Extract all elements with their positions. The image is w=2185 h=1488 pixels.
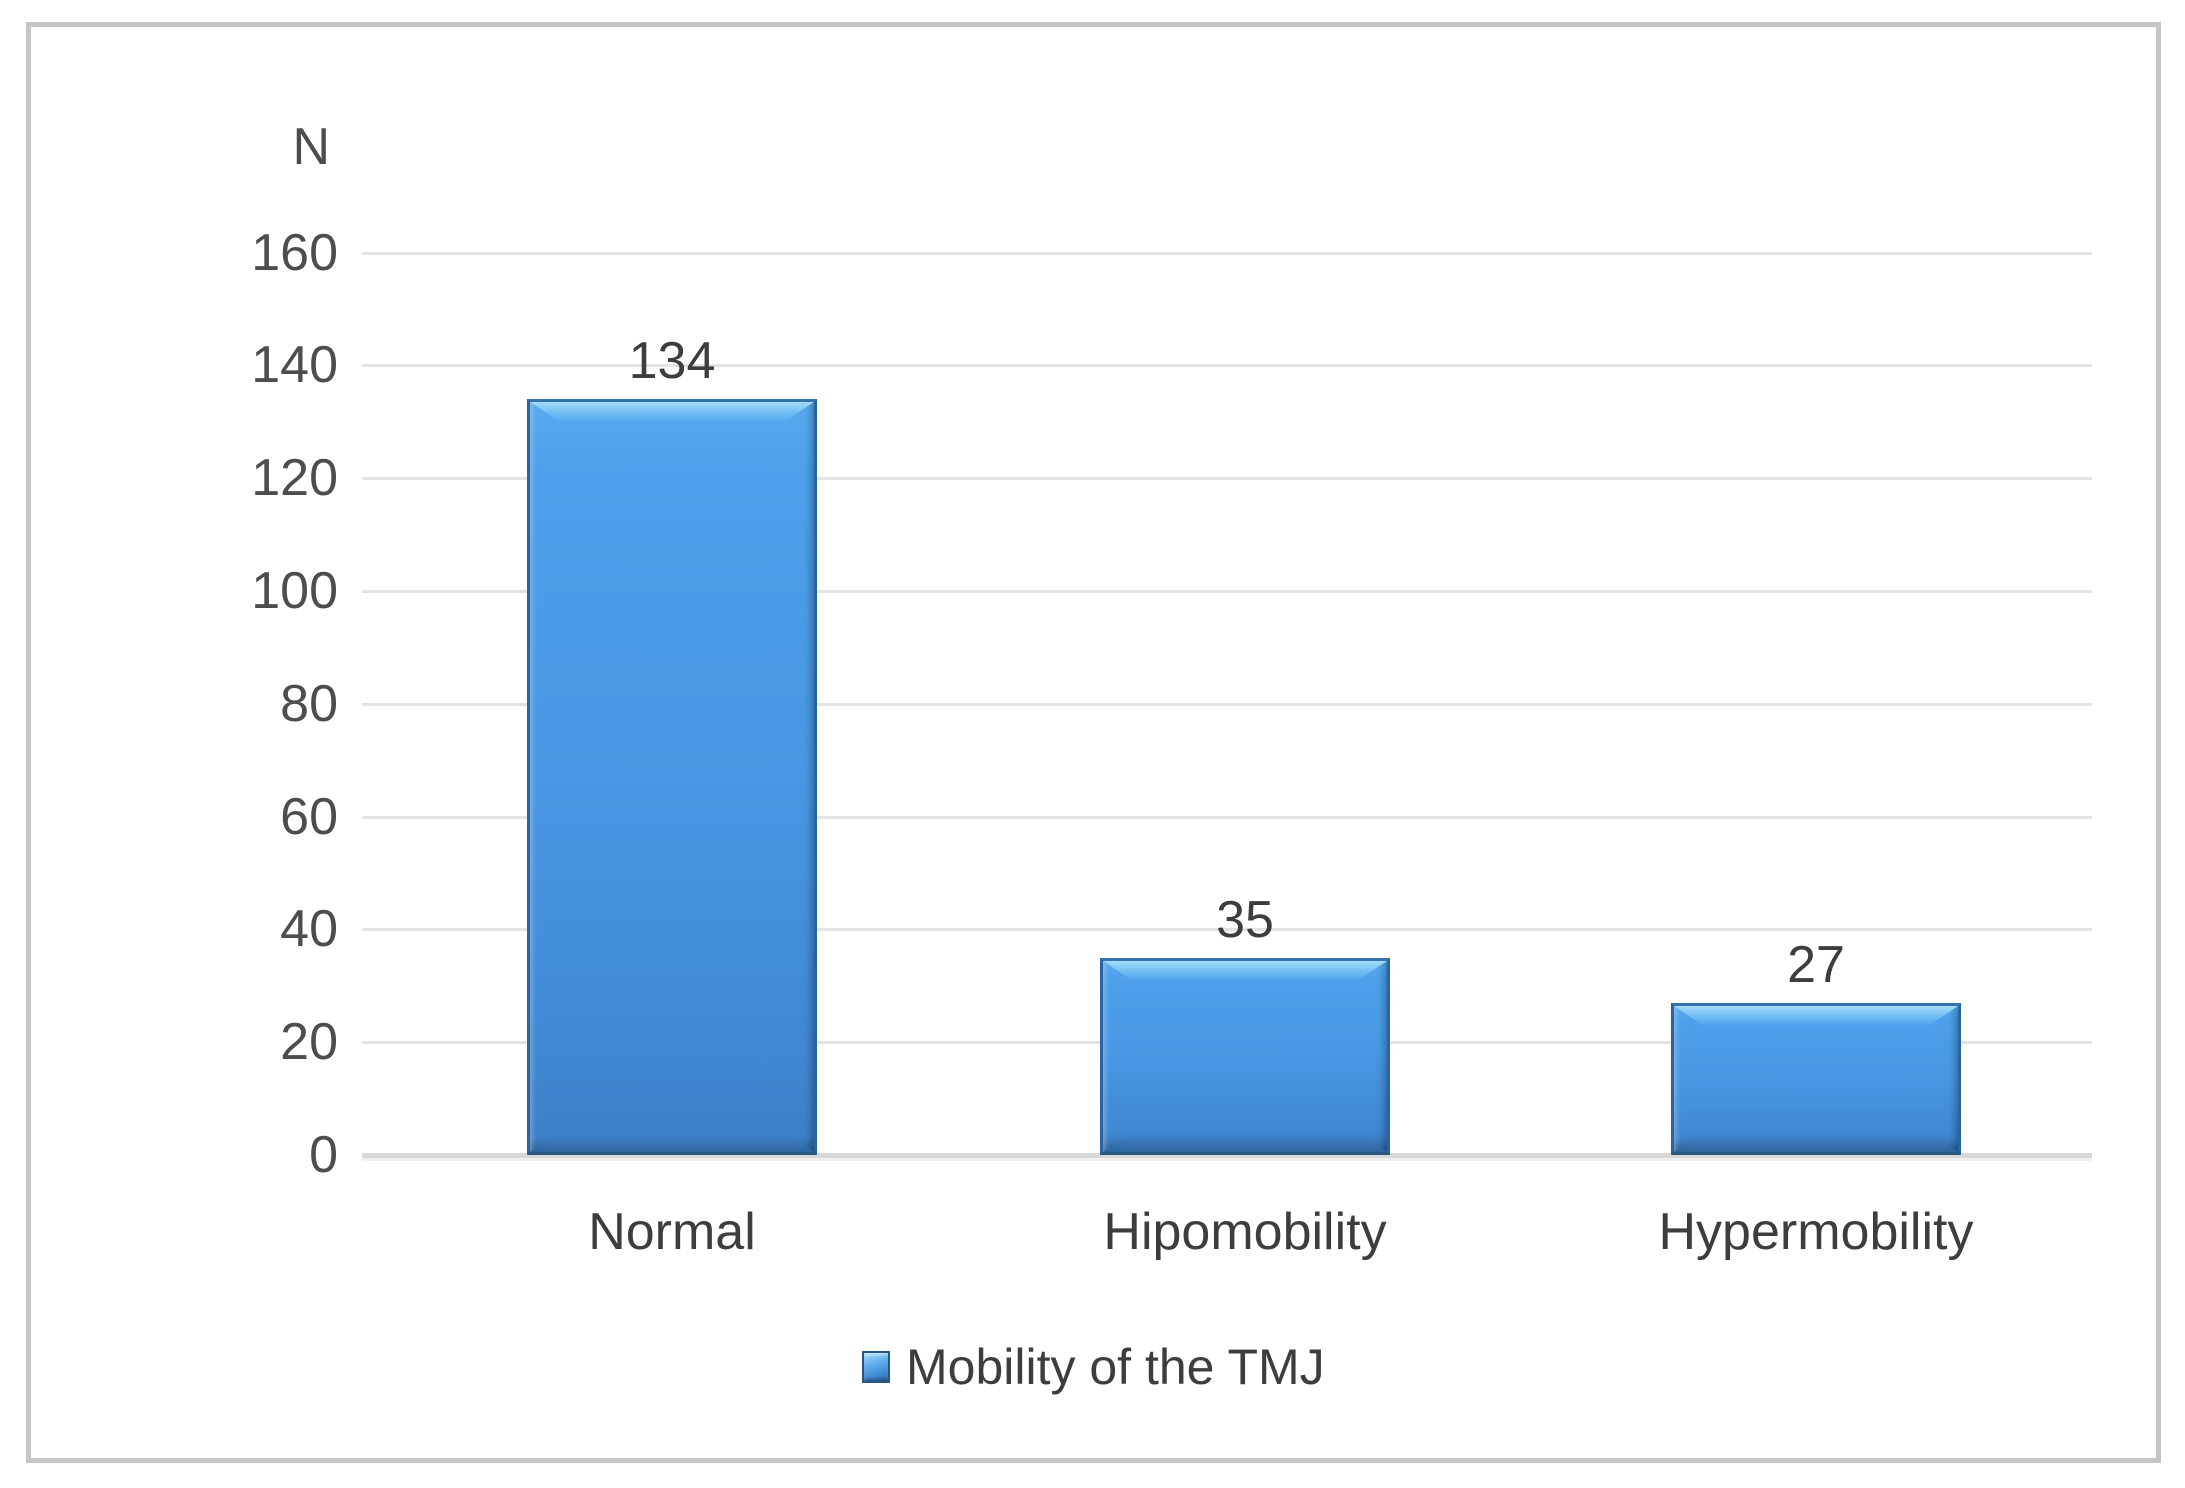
gridline [362, 477, 2092, 481]
y-axis-tick-label: 60 [280, 787, 338, 846]
y-axis-tick-label: 0 [309, 1126, 338, 1184]
figure-frame [26, 22, 2161, 1463]
bar-value-label: 35 [1216, 891, 1274, 949]
y-axis-tick-label: 100 [251, 562, 338, 620]
bar-normal [527, 399, 817, 1155]
gridline [362, 251, 2092, 255]
y-axis-tick-label: 40 [280, 900, 338, 959]
x-axis-line [362, 1153, 2092, 1158]
y-axis-title: N [292, 118, 330, 176]
legend: Mobility of the TMJ [862, 1340, 1325, 1394]
gridline [362, 815, 2092, 819]
legend-label: Mobility of the TMJ [906, 1339, 1325, 1395]
gridline [362, 590, 2092, 593]
x-axis-line-shadow [362, 1158, 2092, 1161]
x-axis-category-label: Hypermobility [1658, 1203, 1974, 1261]
bar-value-label: 134 [628, 332, 716, 390]
y-axis-tick-label: 140 [251, 336, 338, 395]
legend-marker-icon [862, 1351, 890, 1383]
bar-hypermobility [1671, 1003, 1961, 1155]
gridline [362, 702, 2092, 706]
bar-value-label: 27 [1787, 936, 1845, 994]
gridline [362, 364, 2092, 368]
gridline [362, 928, 2092, 932]
y-axis-tick-label: 80 [280, 674, 338, 733]
y-axis-tick-label: 160 [251, 223, 338, 282]
bar-hipomobility [1100, 958, 1390, 1155]
y-axis-tick-label: 20 [280, 1013, 338, 1072]
x-axis-category-label: Normal [588, 1203, 756, 1261]
y-axis-tick-label: 120 [251, 449, 338, 508]
x-axis-category-label: Hipomobility [1103, 1203, 1387, 1261]
